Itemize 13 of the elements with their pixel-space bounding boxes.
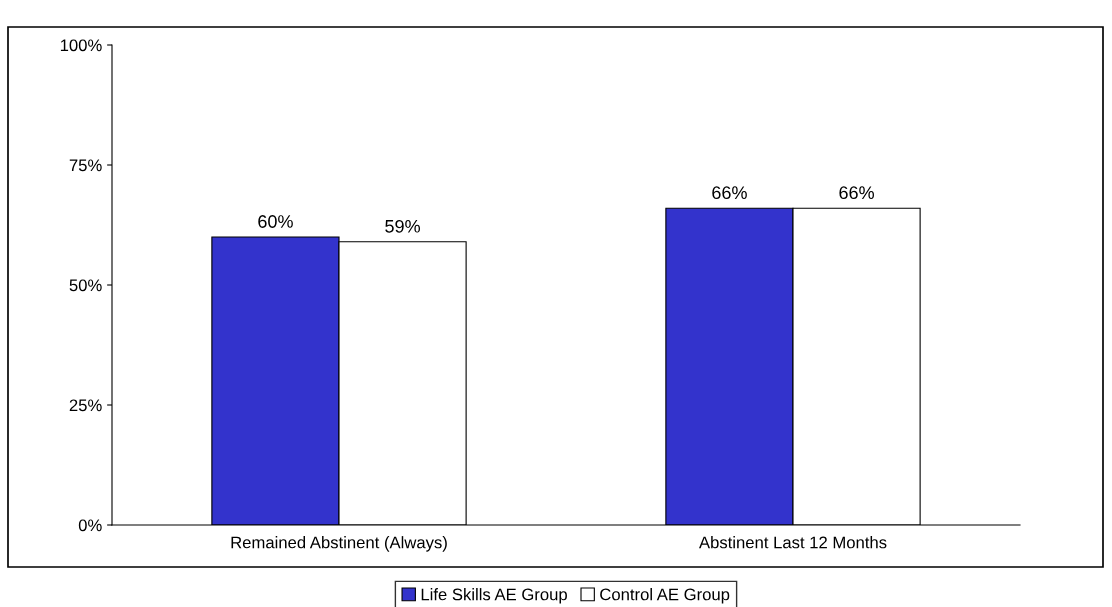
x-tick-label: Remained Abstinent (Always)	[231, 536, 447, 552]
text: 60%	[258, 215, 293, 228]
y-tick-label: 75%	[69, 159, 102, 172]
y-tick-label: 100%	[60, 39, 102, 52]
text: 66%	[712, 186, 747, 200]
text: 59%	[385, 219, 420, 233]
text: 66%	[839, 186, 874, 200]
y-tick-label: 50%	[69, 279, 102, 292]
legend-label: Control AE Group	[600, 588, 730, 604]
y-tick-label: 0%	[78, 519, 102, 532]
y-tick-label: 25%	[69, 399, 102, 412]
x-tick-label: Abstinent Last 12 Months	[699, 536, 887, 549]
legend-label: Life Skills AE Group	[421, 588, 567, 604]
